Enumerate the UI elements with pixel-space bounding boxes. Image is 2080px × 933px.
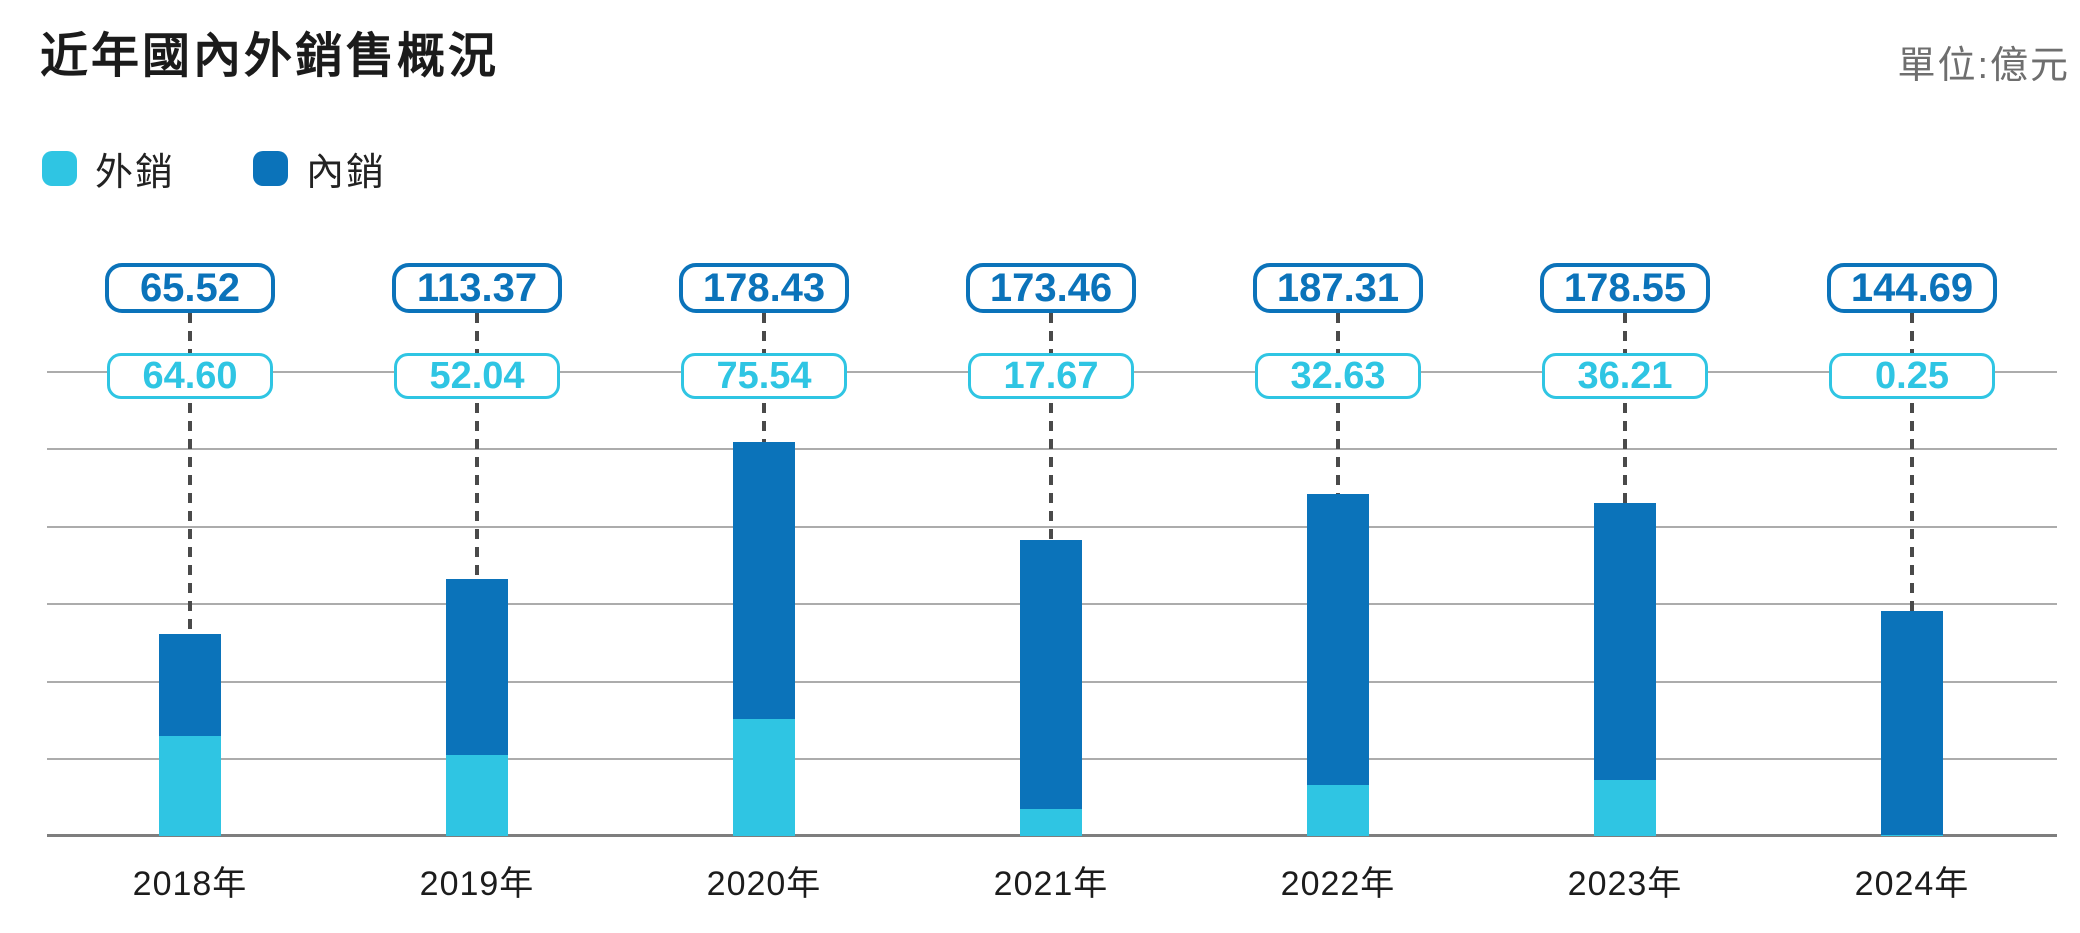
dashed-connector-2022年 bbox=[1336, 313, 1340, 494]
value-badge-export-2018年: 64.60 bbox=[107, 353, 273, 399]
legend-swatch-export bbox=[42, 151, 77, 186]
x-axis-label-2020年: 2020年 bbox=[706, 865, 822, 903]
value-badge-export-2021年: 17.67 bbox=[968, 353, 1134, 399]
bar-export-2020年 bbox=[733, 719, 795, 836]
bar-export-2018年 bbox=[159, 736, 221, 836]
x-axis-label-2021年: 2021年 bbox=[993, 865, 1109, 903]
value-badge-domestic-2018年: 65.52 bbox=[105, 263, 275, 313]
bar-export-2022年 bbox=[1307, 785, 1369, 836]
bar-domestic-2023年 bbox=[1594, 503, 1656, 780]
x-axis-label-2024年: 2024年 bbox=[1854, 865, 1970, 903]
value-badge-export-2022年: 32.63 bbox=[1255, 353, 1421, 399]
x-axis-label-2019年: 2019年 bbox=[419, 865, 535, 903]
bar-export-2019年 bbox=[446, 755, 508, 836]
value-badge-domestic-2021年: 173.46 bbox=[966, 263, 1136, 313]
x-axis-label-2018年: 2018年 bbox=[132, 865, 248, 903]
value-badge-export-2023年: 36.21 bbox=[1542, 353, 1708, 399]
dashed-connector-2023年 bbox=[1623, 313, 1627, 503]
bar-domestic-2019年 bbox=[446, 579, 508, 755]
value-badge-domestic-2019年: 113.37 bbox=[392, 263, 562, 313]
dashed-connector-2021年 bbox=[1049, 313, 1053, 540]
bar-domestic-2018年 bbox=[159, 634, 221, 736]
dashed-connector-2024年 bbox=[1910, 313, 1914, 611]
legend: 外銷 內銷 bbox=[42, 141, 386, 196]
value-badge-export-2024年: 0.25 bbox=[1829, 353, 1995, 399]
value-badge-domestic-2020年: 178.43 bbox=[679, 263, 849, 313]
bar-export-2021年 bbox=[1020, 809, 1082, 836]
bar-domestic-2024年 bbox=[1881, 611, 1943, 835]
page-title: 近年國內外銷售概況 bbox=[40, 30, 500, 83]
bar-domestic-2020年 bbox=[733, 442, 795, 719]
bar-domestic-2022年 bbox=[1307, 494, 1369, 785]
bar-export-2024年 bbox=[1881, 835, 1943, 836]
unit-label: 單位:億元 bbox=[1897, 45, 2070, 87]
dashed-connector-2019年 bbox=[475, 313, 479, 579]
legend-label-export: 外銷 bbox=[95, 152, 176, 194]
legend-label-domestic: 內銷 bbox=[306, 152, 387, 194]
value-badge-domestic-2023年: 178.55 bbox=[1540, 263, 1710, 313]
value-badge-export-2019年: 52.04 bbox=[394, 353, 560, 399]
bar-domestic-2021年 bbox=[1020, 540, 1082, 809]
x-axis-label-2022年: 2022年 bbox=[1280, 865, 1396, 903]
value-badge-domestic-2024年: 144.69 bbox=[1827, 263, 1997, 313]
legend-swatch-domestic bbox=[253, 151, 289, 186]
value-badge-domestic-2022年: 187.31 bbox=[1253, 263, 1423, 313]
value-badge-export-2020年: 75.54 bbox=[681, 353, 847, 399]
x-axis-label-2023年: 2023年 bbox=[1567, 865, 1683, 903]
bar-export-2023年 bbox=[1594, 780, 1656, 836]
dashed-connector-2018年 bbox=[188, 313, 192, 634]
